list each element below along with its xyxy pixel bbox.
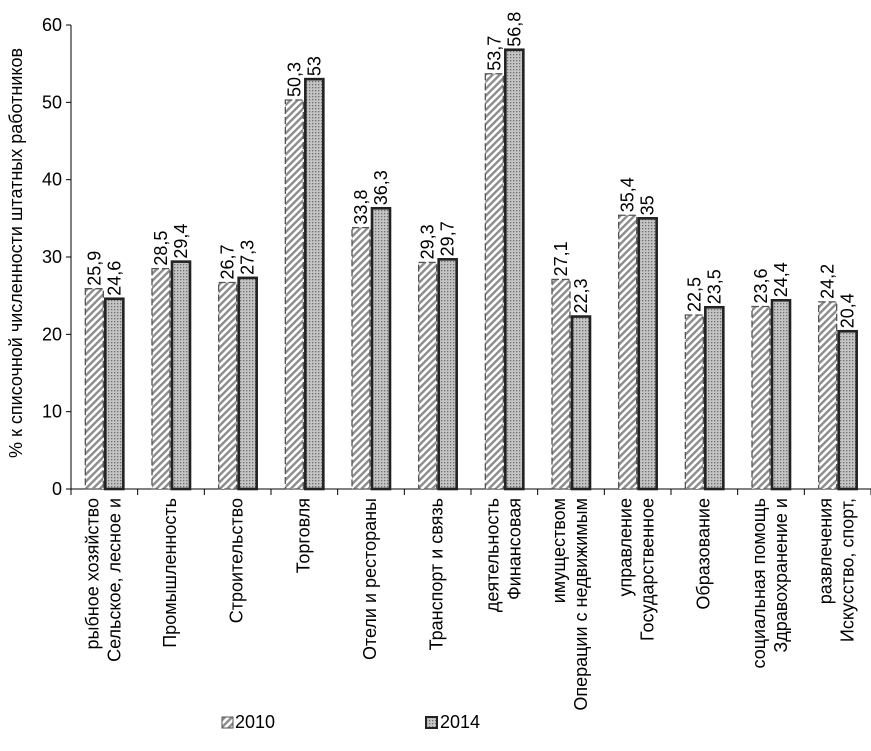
category-label: Образование: [693, 498, 713, 610]
bar-2010: [751, 305, 771, 490]
data-label-2010: 26,7: [218, 244, 238, 279]
category-label-line: Образование: [693, 498, 713, 610]
category-labels: Сельское, лесное ирыбное хозяйство Промыш…: [82, 498, 857, 711]
category-label-line: Финансовая: [504, 498, 524, 600]
data-label-2010: 27,1: [551, 241, 571, 276]
data-label-2010: 23,6: [751, 268, 771, 303]
data-label-2010: 29,3: [418, 224, 438, 259]
data-label-2010: 24,2: [818, 264, 838, 299]
bar-2014: [704, 305, 725, 491]
data-label-2010: 35,4: [618, 177, 638, 212]
y-tick-label: 60: [42, 15, 62, 35]
bar-2010: [618, 214, 638, 490]
y-tick-label: 40: [42, 170, 62, 190]
data-label-2014: 27,3: [238, 240, 258, 275]
data-label-2014: 24,4: [771, 262, 791, 297]
bar-2014: [170, 260, 192, 491]
category-label: Здравохранение исоциальная помощь: [749, 498, 791, 669]
legend: 2010 2014: [221, 712, 480, 732]
bar-2010: [151, 267, 171, 490]
data-label-2014: 24,6: [104, 261, 124, 296]
y-tick-label: 30: [42, 247, 62, 267]
data-label-2010: 50,3: [284, 62, 304, 97]
category-label-line: имуществом: [549, 498, 569, 603]
bar-2010: [551, 278, 571, 490]
category-label: Транспорт и связь: [427, 498, 447, 650]
data-label-2010: 53,7: [484, 36, 504, 71]
y-axis-label: % к списочной численности штатных работн…: [6, 48, 26, 458]
category-label-line: Транспорт и связь: [427, 498, 447, 650]
bar-2014: [637, 217, 658, 491]
data-label-2010: 25,9: [84, 251, 104, 286]
bar-2010: [218, 281, 238, 490]
category-label: Сельское, лесное ирыбное хозяйство: [82, 498, 124, 662]
legend-label-2010: 2010: [235, 712, 275, 732]
bar-2014: [237, 276, 258, 491]
y-axis: 0 10 20 30 40 50 60: [42, 15, 72, 499]
x-axis: [70, 488, 871, 495]
bar-2014: [104, 297, 125, 491]
bar-2014: [570, 315, 592, 491]
legend-swatch-2014: [425, 716, 438, 729]
category-label: Промышленность: [160, 498, 180, 648]
legend-swatch-2010: [221, 716, 234, 729]
y-tick-label: 0: [52, 479, 62, 499]
bar-2010: [84, 288, 104, 490]
category-label-line: рыбное хозяйство: [82, 498, 102, 650]
bar-2014: [370, 206, 392, 491]
bars: [84, 48, 858, 491]
category-label: Государственноеуправление: [616, 498, 658, 641]
category-label-line: развлечения: [816, 498, 836, 604]
bar-2010: [818, 301, 838, 490]
y-tick-label: 20: [42, 324, 62, 344]
bar-2010: [284, 99, 304, 490]
category-label-line: Сельское, лесное и: [104, 498, 124, 662]
bar-2010: [684, 314, 704, 490]
data-label-2014: 35: [638, 195, 658, 215]
data-label-2010: 28,5: [151, 231, 171, 266]
data-label-2014: 29,4: [171, 224, 191, 259]
y-tick-label: 10: [42, 402, 62, 422]
bar-2014: [304, 77, 325, 491]
category-label: Операции с недвижимымимуществом: [549, 498, 591, 711]
data-label-2014: 22,3: [571, 278, 591, 313]
bar-2014: [770, 299, 792, 491]
category-label-line: Операции с недвижимым: [571, 498, 591, 711]
category-label-line: Торговля: [293, 498, 313, 573]
category-label-line: деятельность: [482, 498, 502, 612]
data-label-2014: 36,3: [371, 170, 391, 205]
bar-2014: [504, 48, 525, 491]
data-label-2014: 56,8: [504, 12, 524, 47]
bar-2010: [484, 73, 504, 490]
bar-2014: [437, 258, 458, 491]
category-label-line: социальная помощь: [749, 498, 769, 669]
category-label-line: Государственное: [638, 498, 658, 641]
bar-2010: [351, 226, 371, 490]
category-label-line: Промышленность: [160, 498, 180, 648]
data-label-2010: 33,8: [351, 190, 371, 225]
category-label: Отели и рестораны: [360, 498, 380, 660]
data-label-2014: 20,4: [838, 293, 858, 328]
category-label: Торговля: [293, 498, 313, 573]
category-label-line: Отели и рестораны: [360, 498, 380, 660]
bar-2014: [837, 329, 858, 491]
category-label: Строительство: [227, 498, 247, 623]
data-label-2014: 23,5: [704, 269, 724, 304]
category-label-line: Строительство: [227, 498, 247, 623]
category-label-line: Здравохранение и: [771, 498, 791, 653]
bar-2010: [418, 261, 438, 490]
data-label-2014: 29,7: [438, 221, 458, 256]
category-label-line: управление: [616, 498, 636, 596]
category-label-line: Искусство, спорт,: [838, 498, 858, 642]
data-labels: 25,9 28,5 26,7 50,3 33,8 29,3 53,7 27,1 35,4 22,5…: [84, 12, 857, 329]
data-label-2010: 22,5: [684, 277, 704, 312]
data-label-2014: 53: [304, 56, 324, 76]
legend-label-2014: 2014: [440, 712, 480, 732]
category-label: Финансоваядеятельность: [482, 498, 524, 612]
y-tick-label: 50: [42, 92, 62, 112]
category-label: Искусство, спорт,развлечения: [816, 498, 858, 642]
